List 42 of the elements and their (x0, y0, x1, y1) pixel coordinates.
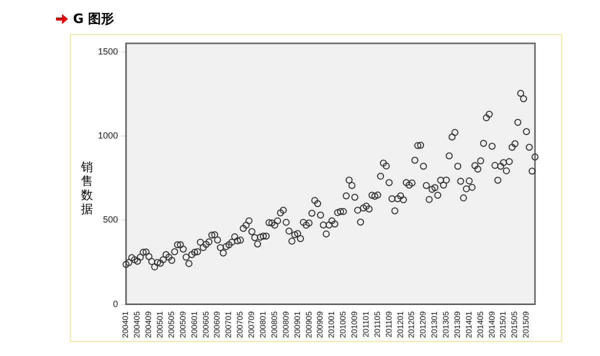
x-tick-label: 200901 (292, 310, 302, 338)
x-tick-label: 200909 (316, 310, 325, 338)
x-tick-label: 200405 (132, 310, 142, 338)
x-tick-label: 200809 (281, 310, 290, 338)
x-tick-label: 201109 (384, 310, 394, 338)
x-tick-label: 200605 (201, 310, 210, 338)
x-tick-label: 201205 (407, 310, 416, 338)
x-tick-label: 201105 (372, 310, 382, 338)
x-tick-label: 200601 (190, 310, 199, 338)
x-tick-label: 200701 (224, 310, 234, 338)
x-tick-label: 201409 (487, 310, 496, 338)
x-tick-label: 201005 (338, 310, 348, 338)
y-tick-label: 1000 (98, 130, 118, 140)
x-tick-label: 201001 (327, 310, 336, 338)
x-tick-label: 200409 (144, 310, 154, 338)
x-tick-label: 201401 (464, 310, 474, 338)
x-tick-label: 201201 (396, 310, 405, 338)
x-tick-label: 201309 (452, 310, 462, 338)
x-tick-label: 200401 (121, 310, 130, 338)
x-tick-label: 201101 (361, 310, 370, 338)
y-tick-label: 0 (113, 298, 118, 309)
y-tick-label: 1500 (98, 46, 118, 56)
x-tick-label: 200805 (270, 310, 279, 338)
x-tick-label: 201501 (498, 310, 508, 338)
chart-title: G 图形 (73, 11, 114, 28)
x-tick-label: 200801 (258, 310, 268, 338)
y-tick-label: 500 (102, 214, 118, 225)
x-tick-label: 201405 (476, 310, 485, 338)
x-tick-label: 201505 (510, 310, 520, 338)
y-axis-title: 销售数据 (80, 160, 94, 216)
x-tick-label: 201305 (442, 310, 451, 338)
x-tick-label: 200709 (247, 310, 256, 338)
x-tick-label: 200501 (156, 310, 165, 338)
x-tick-label: 200705 (236, 310, 245, 338)
x-tick-label: 201009 (350, 310, 360, 338)
x-tick-label: 200905 (304, 310, 314, 338)
x-tick-label: 201301 (430, 310, 440, 338)
x-tick-label: 200505 (166, 310, 176, 338)
x-tick-label: 200509 (178, 310, 188, 338)
x-tick-label: 201509 (522, 310, 531, 338)
x-tick-label: 200609 (212, 310, 222, 338)
x-tick-label: 201209 (418, 310, 428, 338)
